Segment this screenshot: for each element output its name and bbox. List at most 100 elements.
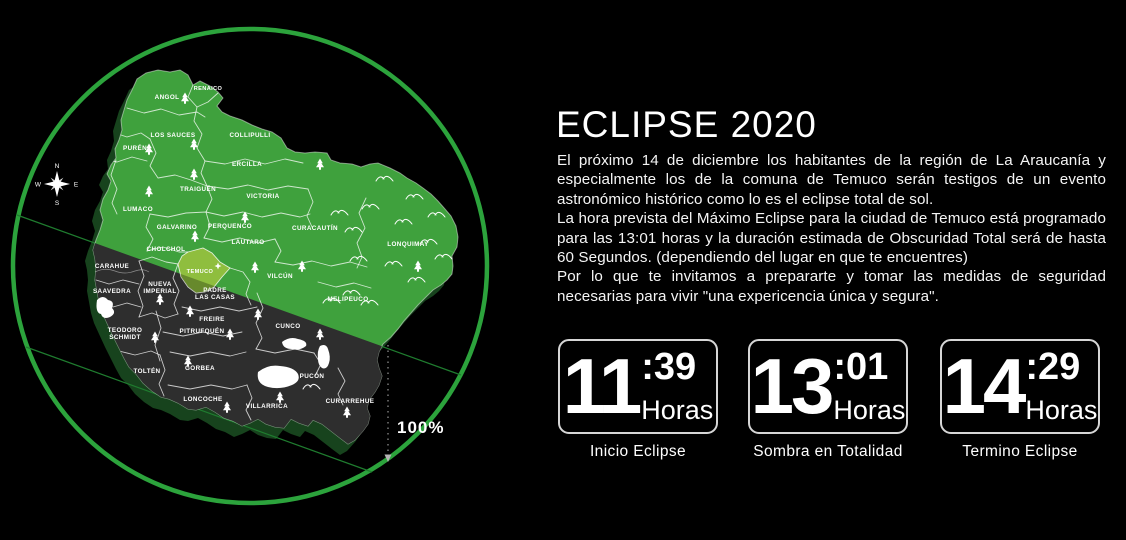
comuna-labels: ANGOL RENAICO LOS SAUCES COLLIPULLI PURÉN ERC…	[93, 86, 429, 410]
comuna-label-temuco: TEMUCO	[187, 269, 214, 275]
comuna-label-freire: FREIRE	[199, 316, 225, 323]
intro-text: El próximo 14 de diciembre los habitante…	[557, 151, 1106, 306]
lakes	[96, 297, 330, 389]
comuna-label-perquenco: PERQUENCO	[208, 223, 252, 230]
comuna-label-lonquimay: LONQUIMAY	[387, 241, 429, 248]
lake-shape	[317, 345, 330, 369]
comuna-border	[172, 263, 180, 315]
compass-e: E	[74, 182, 79, 189]
compass-s: S	[55, 200, 60, 207]
compass-n: N	[55, 163, 60, 170]
comuna-border	[255, 292, 264, 350]
comuna-border	[167, 384, 248, 390]
card-unit: Horas	[1025, 395, 1098, 426]
comuna-border	[169, 351, 247, 357]
comuna-border	[356, 197, 367, 269]
comuna-label-galvarino: GALVARINO	[157, 224, 197, 231]
card-caption-termino: Termino Eclipse	[962, 443, 1078, 460]
river-line	[94, 268, 150, 274]
comuna-border	[274, 238, 282, 263]
comuna-label-cunco: CUNCO	[275, 323, 300, 330]
eclipse-circle	[10, 26, 490, 506]
compass-w: W	[35, 182, 42, 189]
comuna-border	[149, 211, 311, 218]
comuna-label-villarrica: VILLARRICA	[246, 403, 288, 410]
lake-shape	[96, 297, 115, 318]
comuna-border	[274, 260, 368, 268]
comuna-border	[154, 310, 162, 362]
comuna-border	[193, 106, 208, 187]
intro-paragraph-1: El próximo 14 de diciembre los habitante…	[557, 152, 1106, 208]
temuco-city-marker	[214, 262, 222, 270]
comuna-label-nueva-imperial: NUEVA IMPERIAL	[143, 281, 176, 295]
card-unit: Horas	[833, 395, 906, 426]
comuna-label-collipulli: COLLIPULLI	[229, 132, 270, 139]
comuna-border	[138, 312, 179, 319]
card-hour: 11	[562, 342, 642, 431]
intro-paragraph-3: Por lo que te invitamos a prepararte y t…	[557, 268, 1106, 305]
time-card-termino: 14 :29 Horas	[940, 339, 1100, 434]
comuna-border	[95, 279, 140, 285]
card-hour: 14	[942, 342, 1027, 431]
card-minutes: :01	[833, 345, 889, 388]
comuna-label-lumaco: LUMACO	[123, 206, 153, 213]
time-card-inicio: 11 :39 Horas	[558, 339, 718, 434]
comuna-label-puc-n: PUCÓN	[300, 371, 325, 380]
comuna-label-pur-n: PURÉN	[123, 143, 147, 152]
comuna-border	[126, 107, 206, 118]
comuna-border	[146, 246, 189, 253]
comuna-label-cholchol: CHOLCHOL	[147, 246, 186, 253]
lake-shape	[282, 338, 307, 350]
comuna-borders	[95, 84, 372, 421]
comuna-label-pitrufqu-n: PITRUFQUÉN	[180, 326, 225, 335]
comuna-border	[181, 306, 258, 312]
comuna-border	[137, 260, 145, 318]
card-hour: 13	[750, 342, 835, 431]
comuna-border	[110, 159, 118, 215]
comuna-border	[317, 281, 372, 289]
comuna-label-ercilla: ERCILLA	[232, 161, 262, 168]
comuna-label-vilc-n: VILCÚN	[267, 271, 293, 280]
comuna-border	[138, 256, 179, 265]
comuna-label-curacaut-n: CURACAUTÍN	[292, 223, 338, 232]
comuna-border	[255, 348, 315, 354]
comuna-label-saavedra: SAAVEDRA	[93, 288, 131, 295]
comuna-border	[158, 354, 166, 397]
comuna-border	[145, 213, 154, 252]
comuna-label-gorbea: GORBEA	[185, 365, 215, 372]
comuna-label-curarrehue: CURARREHUE	[326, 398, 375, 405]
comuna-border	[149, 138, 208, 187]
comuna-label-melipeuco: MELIPEUCO	[327, 296, 368, 303]
comuna-border	[306, 188, 314, 228]
time-card-totalidad: 13 :01 Horas	[748, 339, 908, 434]
comuna-border	[204, 158, 304, 165]
comuna-label-carahue: CARAHUE	[95, 263, 129, 270]
card-caption-inicio: Inicio Eclipse	[589, 443, 687, 460]
comuna-label-los-sauces: LOS SAUCES	[151, 132, 196, 139]
comuna-border	[118, 350, 161, 356]
comuna-label-teodoro-schmidt: TEODORO SCHMIDT	[108, 327, 143, 341]
region-map: ANGOL RENAICO LOS SAUCES COLLIPULLI PURÉN ERC…	[10, 26, 490, 506]
comuna-label-lautaro: LAUTARO	[231, 239, 264, 246]
intro-paragraph-2: La hora prevista del Máximo Eclipse para…	[557, 210, 1106, 267]
comuna-label-loncoche: LONCOCHE	[183, 396, 222, 403]
comuna-border	[203, 211, 211, 239]
comuna-border	[205, 185, 213, 213]
comuna-label-traigu-n: TRAIGUÉN	[180, 184, 216, 193]
comuna-border	[229, 267, 252, 306]
comuna-border	[245, 384, 253, 421]
comuna-border	[203, 237, 276, 244]
comuna-border	[337, 367, 346, 406]
lake-shape	[257, 365, 299, 389]
coverage-indicator-arrow	[384, 454, 392, 462]
card-unit: Horas	[641, 395, 714, 426]
card-minutes: :39	[641, 345, 697, 388]
comuna-label-renaico: RENAICO	[194, 86, 223, 92]
comuna-border	[206, 184, 309, 191]
comuna-label-angol: ANGOL	[155, 94, 180, 101]
comuna-label-victoria: VICTORIA	[246, 193, 279, 200]
coverage-label: 100%	[397, 418, 444, 437]
compass-icon: N E S W	[35, 163, 79, 207]
card-caption-totalidad: Sombra en Totalidad	[753, 443, 903, 460]
